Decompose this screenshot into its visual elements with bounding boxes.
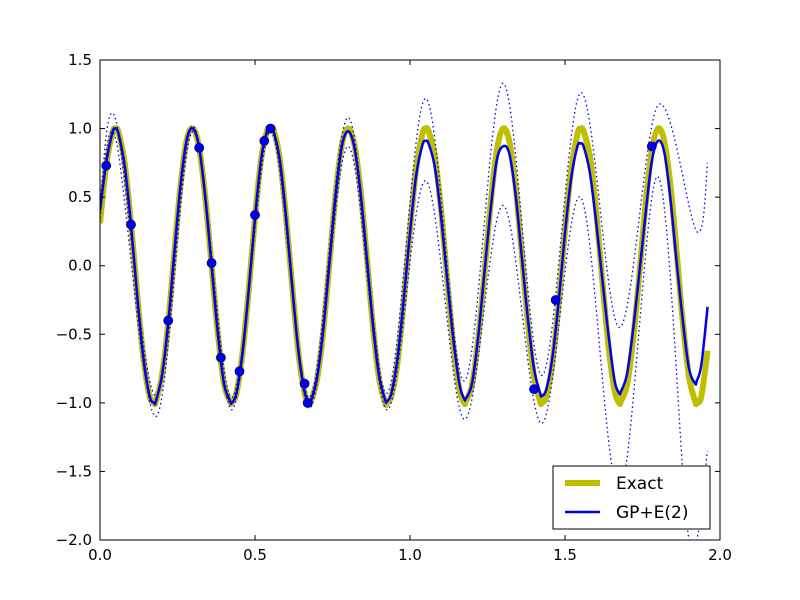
legend: Exact GP+E(2) [552, 465, 711, 530]
y-tick-label: −0.5 [56, 325, 92, 343]
x-tick-label: 1.5 [553, 546, 577, 564]
training-data-point [299, 378, 310, 389]
training-data-point [259, 136, 270, 146]
training-data-point [126, 219, 136, 230]
training-data-point [215, 352, 226, 363]
x-tick-label: 2.0 [708, 546, 732, 564]
data-points-layer [101, 123, 657, 408]
legend-gp-label: GP+E(2) [616, 503, 689, 523]
training-data-point [234, 366, 245, 377]
training-data-point [646, 141, 657, 152]
y-tick-label: 1.5 [68, 51, 92, 69]
tick-labels-layer: 0.0 0.5 1.0 1.5 2.0 1.5 1.0 0.5 0.0 −0.5 −1.0 −1.5 −… [56, 51, 732, 564]
training-data-point [265, 123, 276, 134]
y-tick-label: 0.5 [68, 188, 92, 206]
series-layer [100, 82, 711, 540]
x-tick-label: 1.0 [398, 546, 422, 564]
x-tick-label: 0.5 [243, 546, 267, 564]
training-data-point [529, 384, 539, 395]
training-data-point [250, 210, 260, 220]
training-data-point [206, 258, 217, 268]
y-tick-label: −1.0 [56, 394, 92, 412]
gp-e2-series-line [100, 125, 709, 406]
y-tick-label: 0.0 [68, 257, 92, 275]
plot-area-background [100, 60, 720, 540]
y-tick-label: −1.5 [56, 462, 92, 480]
training-data-point [194, 142, 205, 153]
y-tick-label: −2.0 [56, 531, 92, 549]
legend-box [552, 465, 711, 530]
training-data-point [302, 397, 313, 408]
lower-confidence-bound-line [100, 130, 709, 540]
training-data-point [101, 160, 112, 171]
training-data-point [550, 295, 561, 305]
y-tick-label: 1.0 [68, 120, 92, 138]
ticks-layer [99, 59, 721, 541]
legend-exact-label: Exact [616, 474, 664, 494]
training-data-point [163, 315, 174, 326]
x-tick-label: 0.0 [88, 546, 112, 564]
upper-confidence-bound-line [100, 82, 709, 399]
